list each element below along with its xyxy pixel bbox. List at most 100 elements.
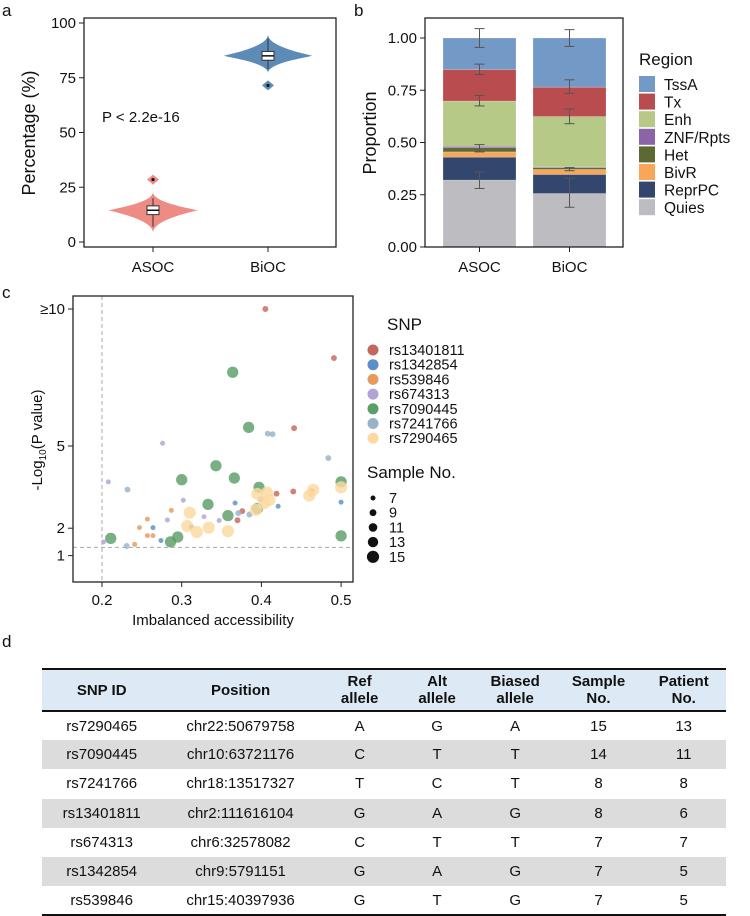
panel-letter-a: a <box>2 1 12 20</box>
legend-swatch-znf-rpts <box>639 128 655 145</box>
y-tick-label: 0 <box>68 234 76 251</box>
snp-legend-swatch <box>367 359 379 371</box>
x-tick-label: 0.4 <box>251 592 272 609</box>
table-row: rs13401811 chr2:111616104 G A G 8 6 <box>42 798 726 828</box>
panel-letter-c: c <box>2 283 11 302</box>
size-legend-label: 7 <box>389 491 397 507</box>
table-cell: chr15:40397936 <box>186 891 295 909</box>
point-rs13401811 <box>234 517 241 524</box>
table-cell: rs1342854 <box>66 863 138 881</box>
y-axis-label-main: -Log <box>29 460 46 490</box>
size-legend-dot <box>367 536 379 548</box>
table-cell: A <box>354 717 365 735</box>
point-rs7090445 <box>164 536 177 548</box>
table-cell: 8 <box>594 804 603 822</box>
point-rs674313 <box>201 514 207 520</box>
table-row: rs7090445 chr10:63721176 C T T 14 11 <box>42 740 726 770</box>
size-legend-dot <box>369 509 377 517</box>
point-rs1342854 <box>158 538 164 544</box>
legend-swatch-tx <box>639 93 655 110</box>
x-tick-label: ASOC <box>458 259 501 276</box>
table-cell: chr2:111616104 <box>187 804 294 822</box>
table-cell: T <box>510 833 520 851</box>
table-cell: T <box>432 833 442 851</box>
y-axis-label: -Log10(P value) <box>29 390 49 491</box>
legend-label: Enh <box>664 112 692 129</box>
point-rs539846 <box>168 507 174 513</box>
bar-segment-bivr <box>442 151 517 158</box>
point-rs674313 <box>101 539 107 545</box>
table-cell: A <box>432 804 443 822</box>
y-tick-label: 0.50 <box>388 135 417 152</box>
table-cell: C <box>431 775 443 793</box>
snp-legend-swatch <box>367 373 379 385</box>
snp-legend-label: rs7290465 <box>389 431 458 447</box>
point-rs7290465 <box>307 483 320 496</box>
table-cell: chr6:32578082 <box>190 833 291 851</box>
table-cell: A <box>432 863 443 881</box>
y-tick-label: 0.25 <box>388 187 417 204</box>
table-cell: rs7241766 <box>66 775 138 793</box>
point-rs7290465 <box>221 525 235 538</box>
point-rs539846 <box>144 533 150 539</box>
table-cell: T <box>432 746 442 764</box>
size-legend-label: 9 <box>389 506 397 522</box>
point-rs674313 <box>216 518 222 524</box>
y-tick-label: ≥10 <box>40 301 65 318</box>
size-legend-dot <box>370 495 376 501</box>
table-cell: T <box>510 775 520 793</box>
table-cell: rs674313 <box>70 833 133 851</box>
point-rs7090445 <box>242 421 255 434</box>
point-rs13401811 <box>290 488 297 495</box>
table-cell: T <box>432 891 442 909</box>
panel-c-scatter-plot: 0.2 0.3 0.4 0.5 1 2 5 ≥10 Imbalanced accessibili… <box>29 295 465 629</box>
snp-legend-swatch <box>367 403 379 415</box>
plot-frame <box>72 295 354 583</box>
column-header: Alt allele <box>399 669 475 711</box>
table-cell: 8 <box>594 775 603 793</box>
point-rs13401811 <box>330 355 337 361</box>
table-cell: 5 <box>679 891 688 909</box>
table-cell: 7 <box>594 891 603 909</box>
table-cell: 14 <box>590 746 607 764</box>
point-rs539846 <box>132 541 138 547</box>
table-row: rs7241766 chr18:13517327 T C T 8 8 <box>42 769 726 798</box>
point-rs7241766 <box>123 543 130 549</box>
table-cell: 13 <box>675 717 693 735</box>
point-rs539846 <box>150 533 156 539</box>
panel-letter-d: d <box>2 632 12 651</box>
point-rs7090445 <box>227 366 239 378</box>
point-rs1342854 <box>150 525 156 531</box>
table-cell: G <box>509 891 521 909</box>
table-cell: chr10:63721176 <box>186 746 295 764</box>
point-rs7090445 <box>202 498 214 511</box>
legend-label: Tx <box>664 95 681 112</box>
table-cell: rs7290465 <box>66 717 138 735</box>
point-rs7290465 <box>249 503 262 516</box>
y-tick-label: 5 <box>57 438 65 455</box>
x-tick-label: BiOC <box>552 259 588 276</box>
point-rs7241766 <box>269 431 276 438</box>
column-header: Ref allele <box>319 669 400 711</box>
point-rs7090445 <box>228 472 240 484</box>
size-legend-dot <box>366 550 380 563</box>
point-rs7241766 <box>235 510 242 517</box>
legend-title: Region <box>639 50 693 69</box>
legend-swatch-het <box>639 146 655 163</box>
snp-legend-label: rs674313 <box>389 387 449 403</box>
snp-legend-label: rs7241766 <box>389 417 458 433</box>
legend-swatch-quies <box>639 199 655 216</box>
plot-frame <box>424 17 624 248</box>
y-tick-label: 0.75 <box>388 82 417 99</box>
point-rs7290465 <box>251 487 264 501</box>
outlier-point <box>266 83 270 88</box>
snp-legend-label: rs539846 <box>389 372 449 388</box>
legend-label: ReprPC <box>664 183 719 200</box>
point-rs7290465 <box>183 506 196 519</box>
table-cell: chr22:50679758 <box>186 717 295 735</box>
point-rs1342854 <box>232 500 238 506</box>
snp-legend-swatch <box>367 344 379 356</box>
point-rs539846 <box>144 516 150 522</box>
size-legend-label: 13 <box>389 535 405 551</box>
